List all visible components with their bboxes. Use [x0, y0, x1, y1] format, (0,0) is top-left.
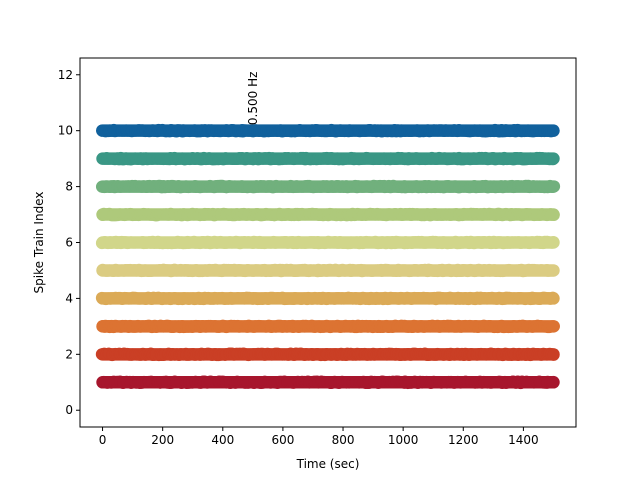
spike-train-5 [96, 263, 560, 278]
spike-train-1 [96, 375, 560, 390]
spike-marker [547, 208, 560, 221]
x-tick-label: 800 [332, 433, 355, 447]
spike-marker [547, 264, 560, 277]
y-tick-label: 8 [65, 180, 73, 194]
y-tick-label: 4 [65, 291, 73, 305]
spike-train-3 [96, 319, 560, 334]
spike-train-10 [96, 123, 560, 138]
spike-train-7 [96, 207, 560, 222]
x-tick-label: 400 [211, 433, 234, 447]
spike-marker [547, 375, 560, 388]
spike-train-2 [95, 347, 560, 362]
spike-marker [547, 348, 560, 361]
spike-marker [547, 235, 560, 248]
y-axis-label: Spike Train Index [32, 192, 46, 294]
spike-marker [546, 153, 559, 166]
spike-train-9 [96, 151, 560, 166]
annotation-layer: 0.500 Hz [246, 72, 260, 126]
spike-marker [547, 124, 560, 137]
y-tick-label: 12 [58, 68, 73, 82]
spike-train-4 [95, 291, 560, 306]
spike-marker [548, 180, 561, 193]
x-tick-label: 1000 [388, 433, 419, 447]
x-tick-label: 600 [271, 433, 294, 447]
x-tick-label: 1200 [448, 433, 479, 447]
x-tick-label: 0 [99, 433, 107, 447]
spikes-layer [95, 123, 561, 390]
y-tick-label: 2 [65, 347, 73, 361]
spike-marker [547, 320, 560, 333]
y-tick-label: 6 [65, 236, 73, 250]
y-tick-label: 10 [58, 124, 73, 138]
x-tick-label: 200 [151, 433, 174, 447]
x-axis-label: Time (sec) [296, 457, 360, 471]
spike-train-6 [95, 235, 560, 250]
spike-marker [546, 291, 559, 304]
x-tick-label: 1400 [508, 433, 539, 447]
rate-annotation: 0.500 Hz [246, 72, 260, 126]
y-tick-label: 0 [65, 403, 73, 417]
spike-train-8 [95, 179, 561, 194]
axes-layer: 0 200 400 600 800 1000 1200 1400 0 2 4 6 8 10 12 [58, 57, 577, 447]
